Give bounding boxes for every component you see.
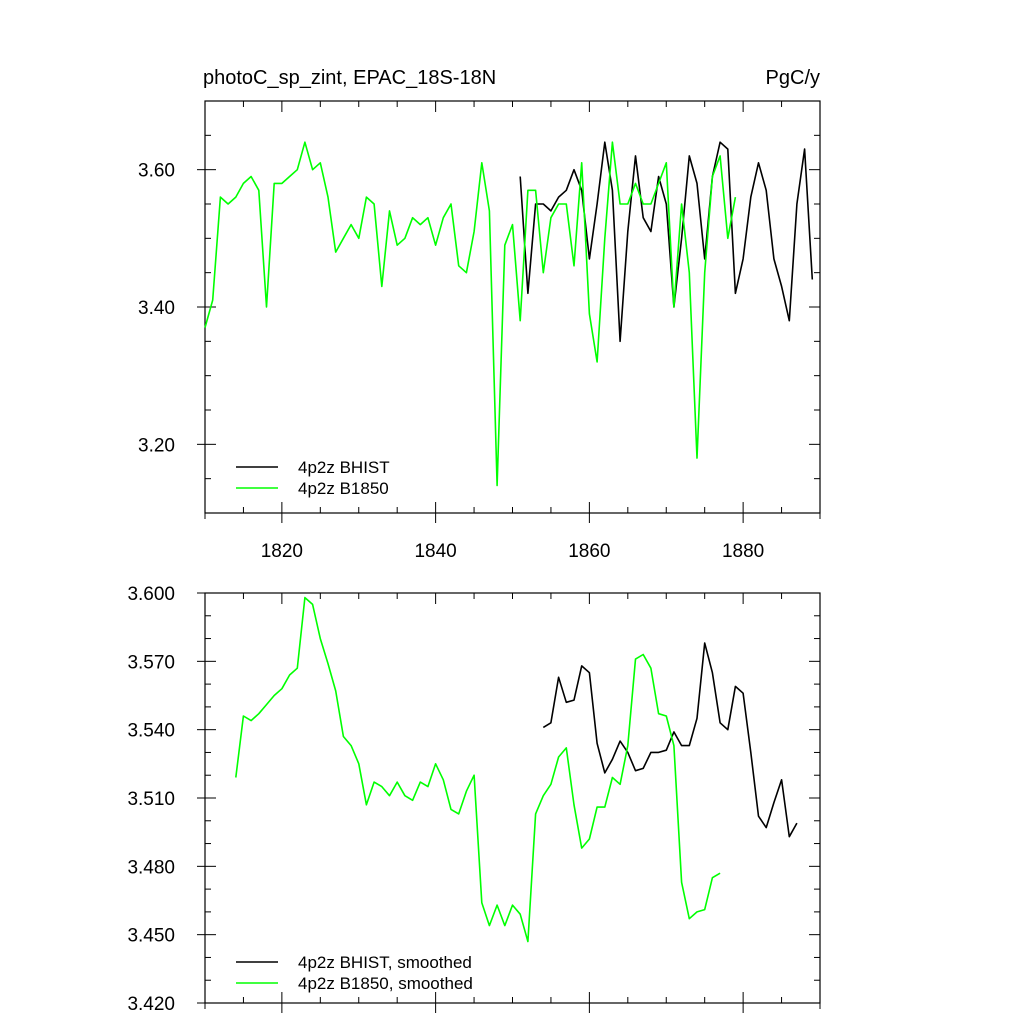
series-line-2 — [204, 141, 737, 487]
legend-label-2: 4p2z B1850, smoothed — [298, 974, 473, 993]
x-tick-label: 1840 — [414, 541, 456, 562]
x-tick-label: 1860 — [568, 541, 610, 562]
top-panel-units: PgC/y — [766, 67, 820, 89]
top-panel: 1820 1840 1860 1880 3.20 3.40 3.60 4p2z BHIST 4p… — [138, 100, 821, 562]
top-panel-title: photoC_sp_zint, EPAC_18S-18N — [203, 67, 496, 89]
y-tick-label: 3.570 — [127, 652, 175, 673]
y-tick-label: 3.40 — [138, 298, 175, 319]
x-tick-label: 1820 — [261, 541, 303, 562]
y-tick-label: 3.540 — [127, 721, 175, 742]
y-tick-label: 3.480 — [127, 857, 175, 878]
series-line-1 — [542, 642, 798, 838]
y-tick-label: 3.60 — [138, 161, 175, 182]
bottom-panel: 3.420 3.450 3.480 3.510 3.540 3.570 3.600 4p2z … — [127, 584, 821, 1015]
legend-label-2: 4p2z B1850 — [298, 479, 389, 498]
series-line-2 — [235, 596, 721, 943]
legend-label-1: 4p2z BHIST, smoothed — [298, 953, 472, 972]
legend-label-1: 4p2z BHIST — [298, 458, 390, 477]
series-line-1 — [519, 141, 814, 343]
plot-frame — [204, 592, 821, 1004]
x-tick-label: 1880 — [722, 541, 764, 562]
y-tick-label: 3.450 — [127, 926, 175, 947]
y-tick-label: 3.600 — [127, 584, 175, 605]
y-tick-label: 3.420 — [127, 994, 175, 1015]
y-tick-label: 3.510 — [127, 789, 175, 810]
y-tick-label: 3.20 — [138, 435, 175, 456]
